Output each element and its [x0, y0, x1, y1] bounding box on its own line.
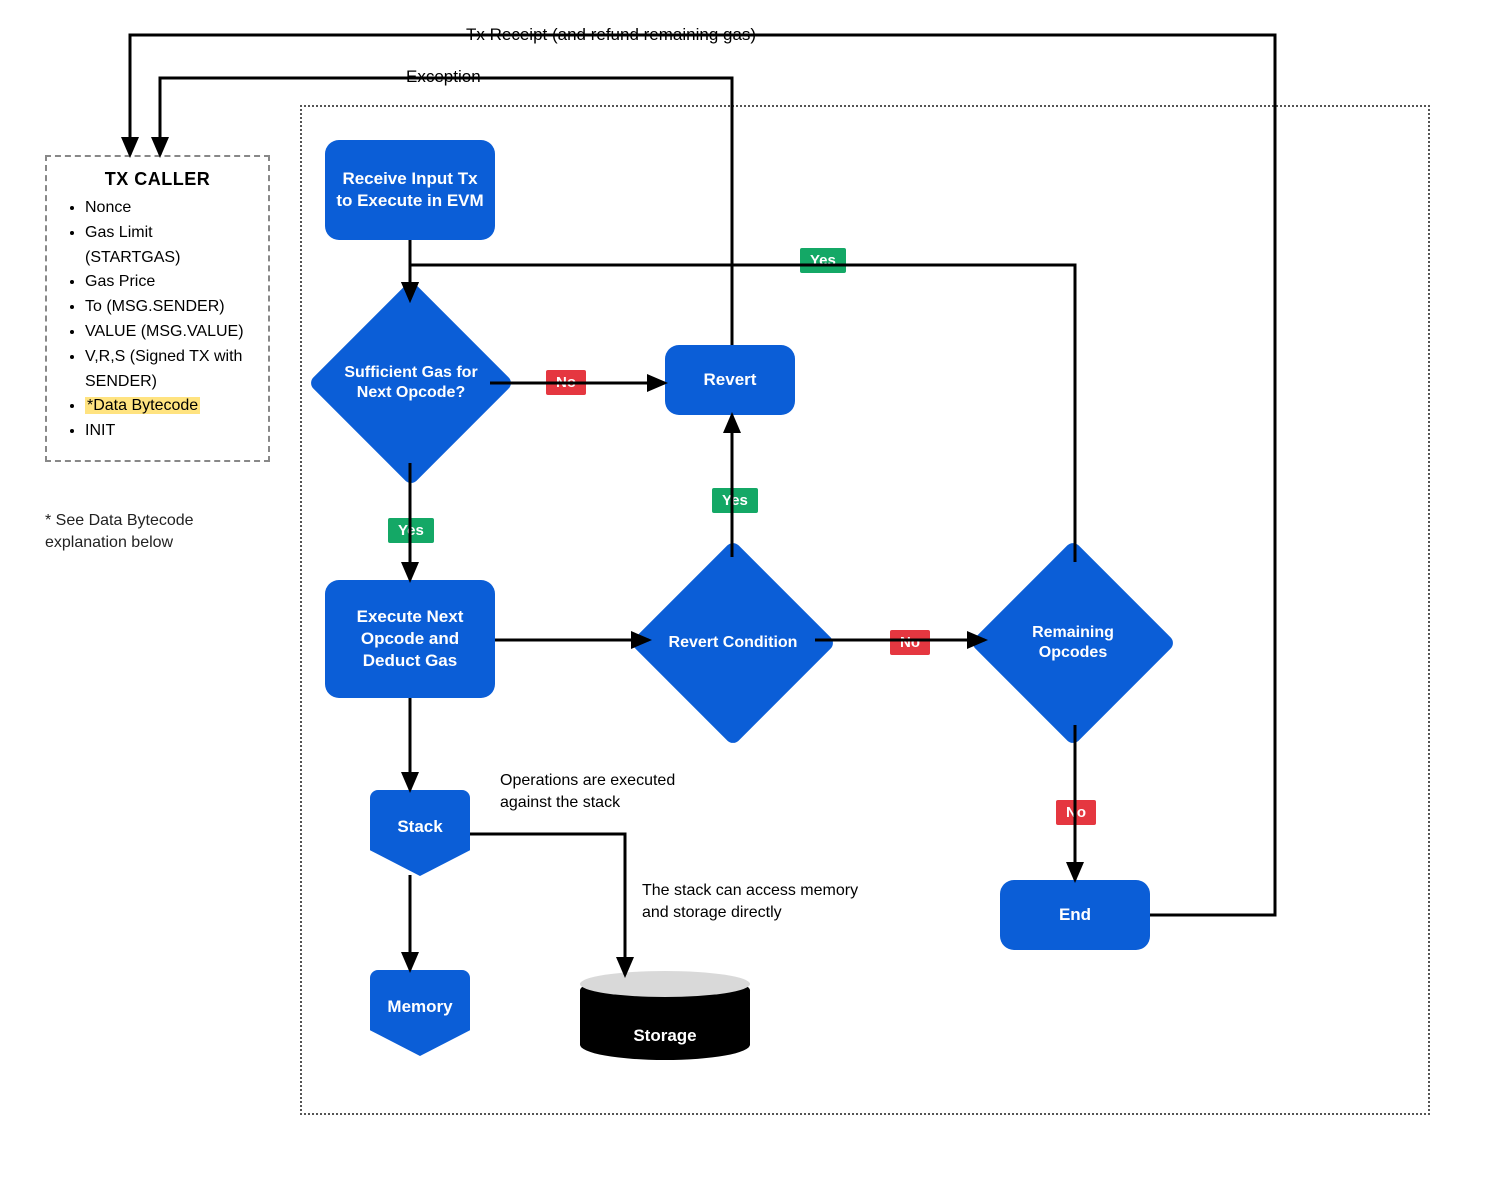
- tag-remaining-yes: Yes: [800, 248, 846, 273]
- diagram-container: Tx Receipt (and refund remaining gas) Ex…: [0, 0, 1500, 1200]
- tx-caller-list: Nonce Gas Limit (STARTGAS) Gas Price To …: [63, 196, 252, 444]
- node-revert-condition: Revert Condition: [660, 570, 806, 716]
- diamond-text: Remaining Opcodes: [1000, 619, 1146, 667]
- tx-caller-item: V,R,S (Signed TX with SENDER): [85, 345, 252, 395]
- node-remaining-opcodes: Remaining Opcodes: [1000, 570, 1146, 716]
- node-storage: Storage: [580, 975, 750, 1060]
- node-receive: Receive Input Tx to Execute in EVM: [325, 140, 495, 240]
- exception-label: Exception: [400, 67, 487, 87]
- annot-ops: Operations are executed against the stac…: [500, 770, 690, 813]
- tx-caller-item: To (MSG.SENDER): [85, 295, 252, 320]
- tag-revertcond-no: No: [890, 630, 930, 655]
- tx-caller-title: TX CALLER: [63, 169, 252, 190]
- tx-caller-item: Gas Limit (STARTGAS): [85, 221, 252, 271]
- diamond-text: Sufficient Gas for Next Opcode?: [338, 359, 484, 407]
- tx-caller-highlighted: *Data Bytecode: [85, 397, 200, 414]
- node-execute: Execute Next Opcode and Deduct Gas: [325, 580, 495, 698]
- node-sufficient-gas: Sufficient Gas for Next Opcode?: [338, 310, 484, 456]
- tx-caller-item: INIT: [85, 419, 252, 444]
- tag-remaining-no: No: [1056, 800, 1096, 825]
- node-end: End: [1000, 880, 1150, 950]
- tx-caller-item: Gas Price: [85, 270, 252, 295]
- annot-stack-access: The stack can access memory and storage …: [642, 880, 872, 923]
- tx-caller-item: Nonce: [85, 196, 252, 221]
- tx-caller-item: VALUE (MSG.VALUE): [85, 320, 252, 345]
- tx-caller-footnote: * See Data Bytecode explanation below: [45, 510, 265, 555]
- receipt-label: Tx Receipt (and refund remaining gas): [460, 25, 762, 45]
- tag-sufficient-yes: Yes: [388, 518, 434, 543]
- storage-top: [580, 971, 750, 997]
- tx-caller-box: TX CALLER Nonce Gas Limit (STARTGAS) Gas…: [45, 155, 270, 462]
- tag-sufficient-no: No: [546, 370, 586, 395]
- tx-caller-item: *Data Bytecode: [85, 394, 252, 419]
- tag-revertcond-yes: Yes: [712, 488, 758, 513]
- diamond-text: Revert Condition: [665, 629, 802, 657]
- storage-label: Storage: [580, 1026, 750, 1046]
- node-revert: Revert: [665, 345, 795, 415]
